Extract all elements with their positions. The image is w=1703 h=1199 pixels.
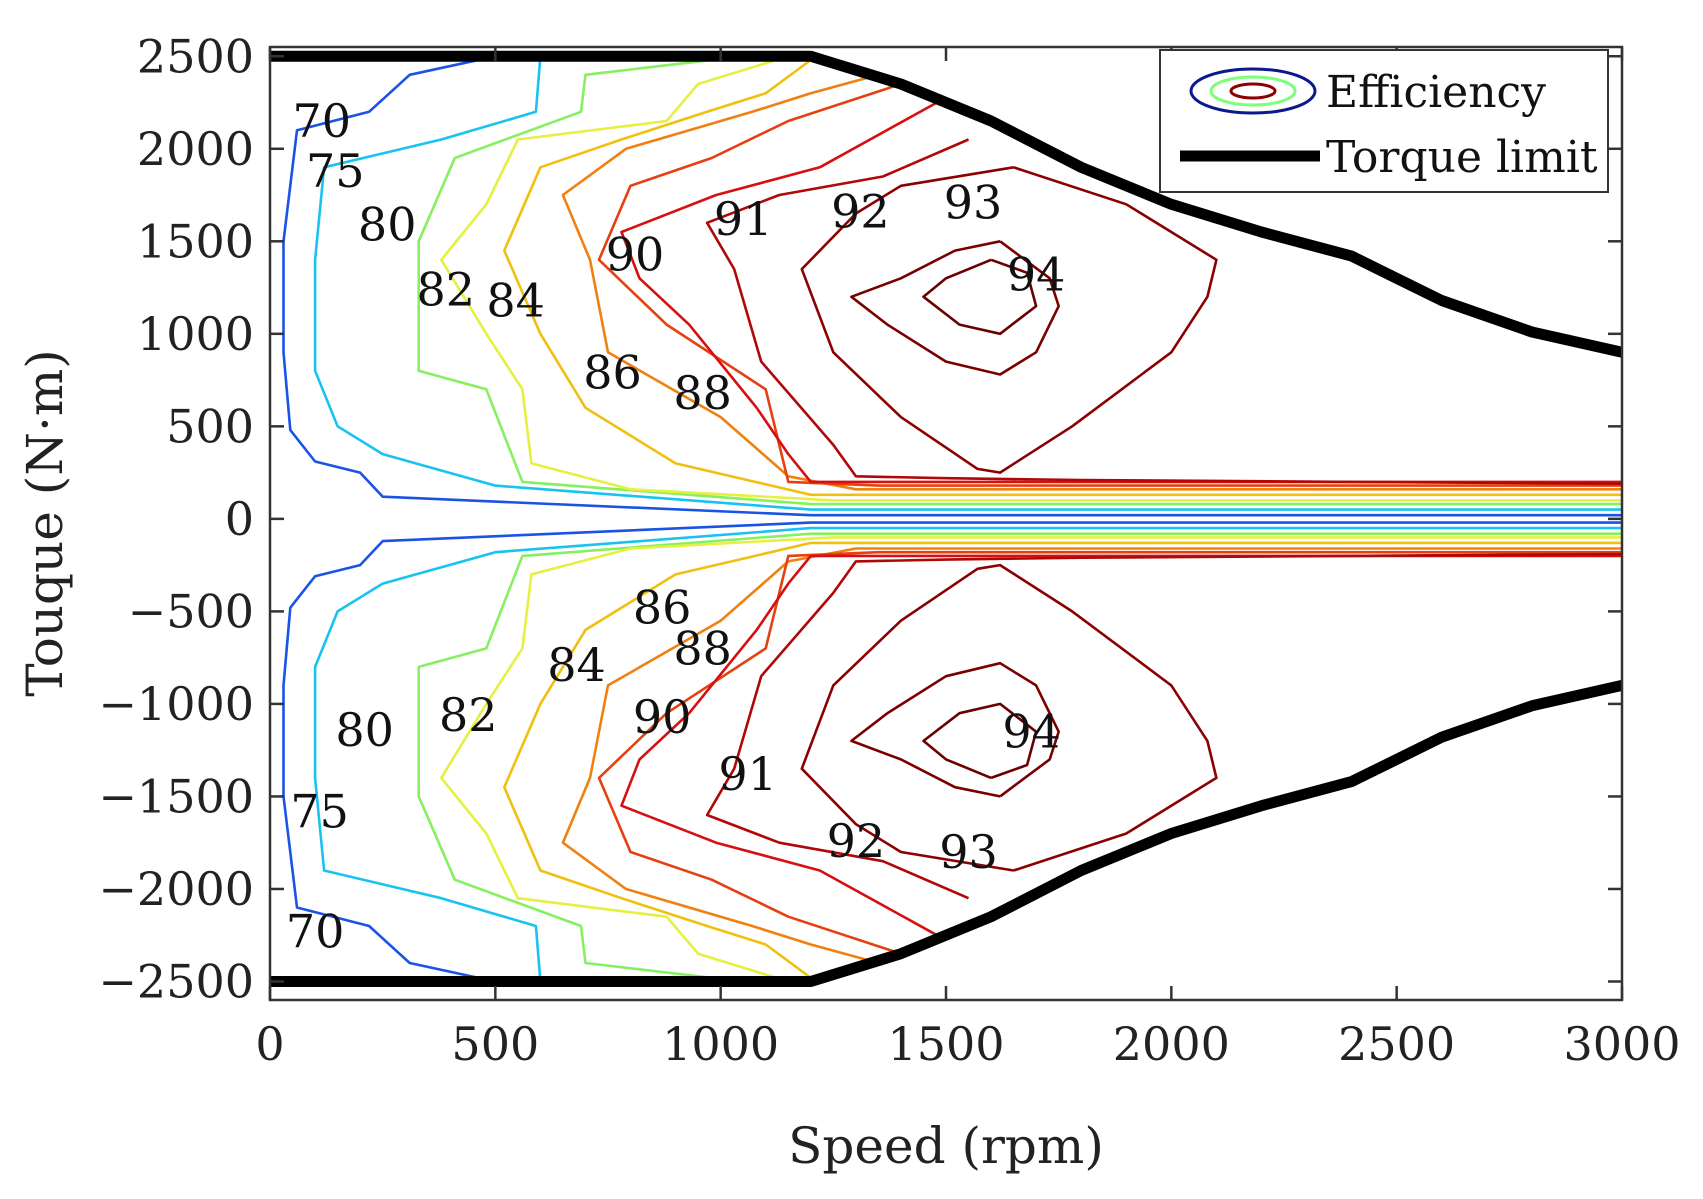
legend-efficiency-label: Efficiency [1326, 67, 1546, 118]
contour-label-86-lower: 86 [633, 581, 692, 635]
x-tick-label: 500 [451, 1017, 539, 1071]
contour-84-lower [503, 541, 1622, 979]
y-tick-label: 0 [225, 492, 254, 546]
contour-label-94-upper: 94 [1007, 248, 1066, 302]
contour-label-90-upper: 90 [606, 227, 665, 281]
contour-label-91-upper: 91 [714, 192, 773, 246]
x-axis-label: Speed (rpm) [788, 1117, 1104, 1175]
contour-label-84-upper: 84 [486, 274, 545, 328]
contour-label-84-lower: 84 [547, 638, 606, 692]
legend-ellipse-outer [1189, 67, 1317, 115]
y-tick-label: 500 [166, 399, 254, 453]
x-tick-label: 2500 [1338, 1017, 1455, 1071]
legend: Efficiency Torque limit [1159, 49, 1609, 193]
torque-limit-lower [270, 680, 1622, 987]
torque-limit-upper [270, 50, 1622, 358]
legend-ellipse-inner [1229, 82, 1277, 100]
contour-70-upper [282, 55, 1622, 517]
contour-label-88-upper: 88 [673, 366, 732, 420]
x-tick-label: 3000 [1563, 1017, 1680, 1071]
contour-label-91-lower: 91 [718, 747, 777, 801]
legend-efficiency-swatch [1189, 67, 1317, 115]
contour-88-lower [597, 550, 1622, 955]
contour-label-80-lower: 80 [335, 703, 394, 757]
contour-91-upper [705, 138, 1622, 485]
y-tick-label: −1500 [98, 769, 254, 823]
contour-75-upper [313, 56, 1622, 511]
y-tick-label: −2500 [98, 954, 254, 1008]
axis-ticks: 0 500 1000 1500 2000 2500 3000 2500 2000 1500 1000… [98, 29, 1680, 1071]
y-tick-label: −1000 [98, 677, 254, 731]
contour-94-lower [922, 702, 1038, 780]
contour-93-upper [850, 240, 1060, 376]
y-tick-label: 1000 [137, 307, 254, 361]
contour-label-94-lower: 94 [1002, 705, 1061, 759]
contour-91-lower [705, 552, 1622, 900]
contour-80-upper [417, 55, 1622, 506]
y-tick-label: −2000 [98, 862, 254, 916]
contour-label-70-upper: 70 [293, 94, 352, 148]
contour-label-90-lower: 90 [633, 690, 692, 744]
x-tick-label: 1500 [887, 1017, 1004, 1071]
y-tick-label: 2500 [137, 29, 254, 83]
contour-94-upper [922, 258, 1038, 336]
contour-label-75-lower: 75 [290, 784, 349, 838]
x-tick-label: 1000 [662, 1017, 779, 1071]
contour-label-92-upper: 92 [831, 185, 890, 239]
contour-93-lower [850, 661, 1060, 798]
y-tick-label: 2000 [137, 122, 254, 176]
y-tick-label: −500 [128, 584, 254, 638]
contour-84-upper [503, 58, 1622, 497]
legend-box [1159, 49, 1609, 193]
contour-label-92-lower: 92 [827, 814, 886, 868]
y-tick-label: 1500 [137, 214, 254, 268]
contour-82-lower [440, 536, 1622, 983]
contour-80-lower [417, 532, 1622, 983]
efficiency-contours [282, 55, 1622, 983]
contour-75-lower [313, 526, 1622, 982]
y-axis-label: Touque (N·m) [16, 349, 74, 697]
contour-70-lower [282, 521, 1622, 983]
contour-82-upper [440, 55, 1622, 502]
legend-torque-label: Torque limit [1326, 132, 1598, 183]
contour-label-88-lower: 88 [673, 621, 732, 675]
contour-92-lower [800, 563, 1218, 872]
contour-88-upper [597, 82, 1622, 487]
contour-90-lower [620, 554, 1622, 937]
contour-label-75-upper: 75 [306, 144, 365, 198]
contour-92-upper [800, 166, 1218, 474]
contour-label-80-upper: 80 [358, 198, 417, 252]
contour-label-70-lower: 70 [286, 905, 345, 959]
legend-ellipse-middle [1209, 75, 1297, 107]
contour-label-82-upper: 82 [417, 262, 476, 316]
contour-label-82-lower: 82 [439, 688, 498, 742]
contour-label-93-upper: 93 [944, 175, 1003, 229]
contour-90-upper [620, 101, 1622, 484]
x-tick-label: 2000 [1113, 1017, 1230, 1071]
x-tick-label: 0 [255, 1017, 284, 1071]
contour-label-93-lower: 93 [939, 825, 998, 879]
contour-label-86-upper: 86 [583, 346, 642, 400]
torque-limit-curves [270, 50, 1622, 987]
